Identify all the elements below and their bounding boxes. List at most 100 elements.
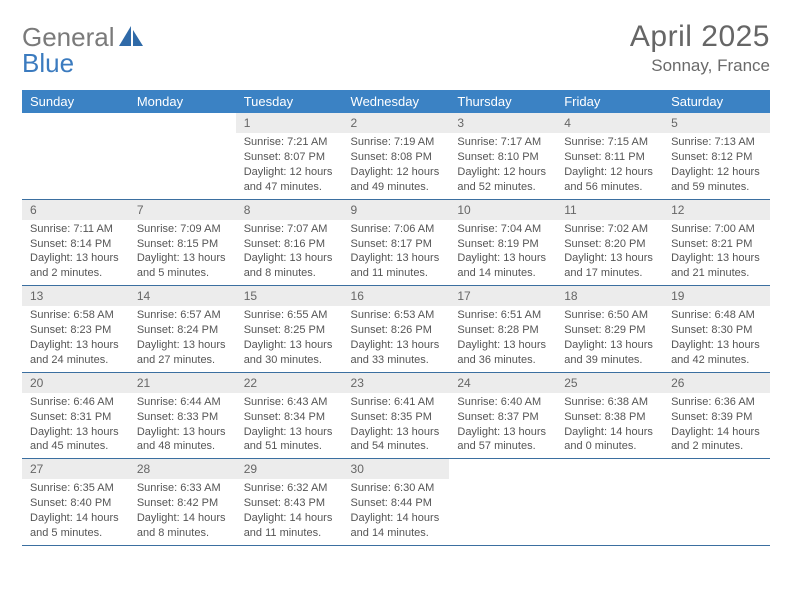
sunset-line: Sunset: 8:29 PM [564, 323, 655, 338]
day-cell: 29Sunrise: 6:32 AMSunset: 8:43 PMDayligh… [236, 459, 343, 546]
daylight-line: Daylight: 12 hours and 47 minutes. [244, 165, 335, 195]
sunrise-line: Sunrise: 6:46 AM [30, 395, 121, 410]
day-body: Sunrise: 6:30 AMSunset: 8:44 PMDaylight:… [343, 479, 450, 544]
location-label: Sonnay, France [630, 56, 770, 76]
weekday-header: Tuesday [236, 90, 343, 113]
sunset-line: Sunset: 8:25 PM [244, 323, 335, 338]
day-cell: 13Sunrise: 6:58 AMSunset: 8:23 PMDayligh… [22, 286, 129, 373]
calendar-row: 20Sunrise: 6:46 AMSunset: 8:31 PMDayligh… [22, 372, 770, 459]
daylight-line: Daylight: 13 hours and 45 minutes. [30, 425, 121, 455]
day-body: Sunrise: 6:41 AMSunset: 8:35 PMDaylight:… [343, 393, 450, 458]
daylight-line: Daylight: 14 hours and 0 minutes. [564, 425, 655, 455]
daylight-line: Daylight: 13 hours and 21 minutes. [671, 251, 762, 281]
day-number: 28 [129, 459, 236, 479]
sunrise-line: Sunrise: 6:53 AM [351, 308, 442, 323]
day-body: Sunrise: 7:04 AMSunset: 8:19 PMDaylight:… [449, 220, 556, 285]
header: General Blue April 2025 Sonnay, France [22, 20, 770, 76]
title-block: April 2025 Sonnay, France [630, 20, 770, 76]
sunrise-line: Sunrise: 7:00 AM [671, 222, 762, 237]
weekday-header: Sunday [22, 90, 129, 113]
day-body: Sunrise: 7:15 AMSunset: 8:11 PMDaylight:… [556, 133, 663, 198]
sunrise-line: Sunrise: 7:04 AM [457, 222, 548, 237]
sunrise-line: Sunrise: 7:21 AM [244, 135, 335, 150]
day-body: Sunrise: 7:07 AMSunset: 8:16 PMDaylight:… [236, 220, 343, 285]
sail-icon [117, 24, 145, 48]
daylight-line: Daylight: 13 hours and 2 minutes. [30, 251, 121, 281]
day-cell: 18Sunrise: 6:50 AMSunset: 8:29 PMDayligh… [556, 286, 663, 373]
day-number: 10 [449, 200, 556, 220]
daylight-line: Daylight: 13 hours and 17 minutes. [564, 251, 655, 281]
day-body: Sunrise: 6:40 AMSunset: 8:37 PMDaylight:… [449, 393, 556, 458]
sunset-line: Sunset: 8:33 PM [137, 410, 228, 425]
empty-cell [449, 459, 556, 546]
sunrise-line: Sunrise: 6:58 AM [30, 308, 121, 323]
sunrise-line: Sunrise: 7:07 AM [244, 222, 335, 237]
day-number: 22 [236, 373, 343, 393]
day-cell: 1Sunrise: 7:21 AMSunset: 8:07 PMDaylight… [236, 113, 343, 199]
sunrise-line: Sunrise: 6:32 AM [244, 481, 335, 496]
day-body: Sunrise: 7:19 AMSunset: 8:08 PMDaylight:… [343, 133, 450, 198]
empty-cell [663, 459, 770, 546]
daylight-line: Daylight: 14 hours and 5 minutes. [30, 511, 121, 541]
day-number: 21 [129, 373, 236, 393]
daylight-line: Daylight: 13 hours and 42 minutes. [671, 338, 762, 368]
weekday-header: Wednesday [343, 90, 450, 113]
daylight-line: Daylight: 13 hours and 48 minutes. [137, 425, 228, 455]
day-cell: 16Sunrise: 6:53 AMSunset: 8:26 PMDayligh… [343, 286, 450, 373]
day-cell: 15Sunrise: 6:55 AMSunset: 8:25 PMDayligh… [236, 286, 343, 373]
day-cell: 5Sunrise: 7:13 AMSunset: 8:12 PMDaylight… [663, 113, 770, 199]
daylight-line: Daylight: 14 hours and 8 minutes. [137, 511, 228, 541]
sunrise-line: Sunrise: 6:50 AM [564, 308, 655, 323]
sunrise-line: Sunrise: 7:02 AM [564, 222, 655, 237]
logo-text-part2: Blue [22, 48, 74, 78]
sunset-line: Sunset: 8:10 PM [457, 150, 548, 165]
day-number: 11 [556, 200, 663, 220]
calendar-table: SundayMondayTuesdayWednesdayThursdayFrid… [22, 90, 770, 546]
day-body: Sunrise: 6:58 AMSunset: 8:23 PMDaylight:… [22, 306, 129, 371]
sunset-line: Sunset: 8:12 PM [671, 150, 762, 165]
day-body: Sunrise: 6:53 AMSunset: 8:26 PMDaylight:… [343, 306, 450, 371]
day-body: Sunrise: 7:11 AMSunset: 8:14 PMDaylight:… [22, 220, 129, 285]
sunset-line: Sunset: 8:38 PM [564, 410, 655, 425]
sunrise-line: Sunrise: 6:43 AM [244, 395, 335, 410]
sunrise-line: Sunrise: 6:38 AM [564, 395, 655, 410]
day-cell: 4Sunrise: 7:15 AMSunset: 8:11 PMDaylight… [556, 113, 663, 199]
day-number: 5 [663, 113, 770, 133]
day-body: Sunrise: 6:55 AMSunset: 8:25 PMDaylight:… [236, 306, 343, 371]
daylight-line: Daylight: 13 hours and 57 minutes. [457, 425, 548, 455]
calendar-row: 1Sunrise: 7:21 AMSunset: 8:07 PMDaylight… [22, 113, 770, 199]
day-number: 17 [449, 286, 556, 306]
calendar-body: 1Sunrise: 7:21 AMSunset: 8:07 PMDaylight… [22, 113, 770, 545]
logo: General Blue [22, 24, 145, 76]
day-cell: 3Sunrise: 7:17 AMSunset: 8:10 PMDaylight… [449, 113, 556, 199]
day-cell: 20Sunrise: 6:46 AMSunset: 8:31 PMDayligh… [22, 372, 129, 459]
day-number: 6 [22, 200, 129, 220]
day-cell: 17Sunrise: 6:51 AMSunset: 8:28 PMDayligh… [449, 286, 556, 373]
day-cell: 21Sunrise: 6:44 AMSunset: 8:33 PMDayligh… [129, 372, 236, 459]
empty-cell [129, 113, 236, 199]
daylight-line: Daylight: 14 hours and 2 minutes. [671, 425, 762, 455]
day-number: 14 [129, 286, 236, 306]
daylight-line: Daylight: 13 hours and 24 minutes. [30, 338, 121, 368]
daylight-line: Daylight: 13 hours and 27 minutes. [137, 338, 228, 368]
sunset-line: Sunset: 8:11 PM [564, 150, 655, 165]
day-number: 1 [236, 113, 343, 133]
day-cell: 22Sunrise: 6:43 AMSunset: 8:34 PMDayligh… [236, 372, 343, 459]
sunrise-line: Sunrise: 6:48 AM [671, 308, 762, 323]
calendar-head: SundayMondayTuesdayWednesdayThursdayFrid… [22, 90, 770, 113]
page-title: April 2025 [630, 20, 770, 54]
day-body: Sunrise: 7:00 AMSunset: 8:21 PMDaylight:… [663, 220, 770, 285]
day-cell: 25Sunrise: 6:38 AMSunset: 8:38 PMDayligh… [556, 372, 663, 459]
sunset-line: Sunset: 8:37 PM [457, 410, 548, 425]
day-body: Sunrise: 7:13 AMSunset: 8:12 PMDaylight:… [663, 133, 770, 198]
day-number: 16 [343, 286, 450, 306]
daylight-line: Daylight: 13 hours and 36 minutes. [457, 338, 548, 368]
day-cell: 2Sunrise: 7:19 AMSunset: 8:08 PMDaylight… [343, 113, 450, 199]
day-number: 27 [22, 459, 129, 479]
sunset-line: Sunset: 8:14 PM [30, 237, 121, 252]
sunset-line: Sunset: 8:34 PM [244, 410, 335, 425]
sunset-line: Sunset: 8:30 PM [671, 323, 762, 338]
sunrise-line: Sunrise: 6:35 AM [30, 481, 121, 496]
day-body: Sunrise: 7:02 AMSunset: 8:20 PMDaylight:… [556, 220, 663, 285]
day-body: Sunrise: 6:32 AMSunset: 8:43 PMDaylight:… [236, 479, 343, 544]
